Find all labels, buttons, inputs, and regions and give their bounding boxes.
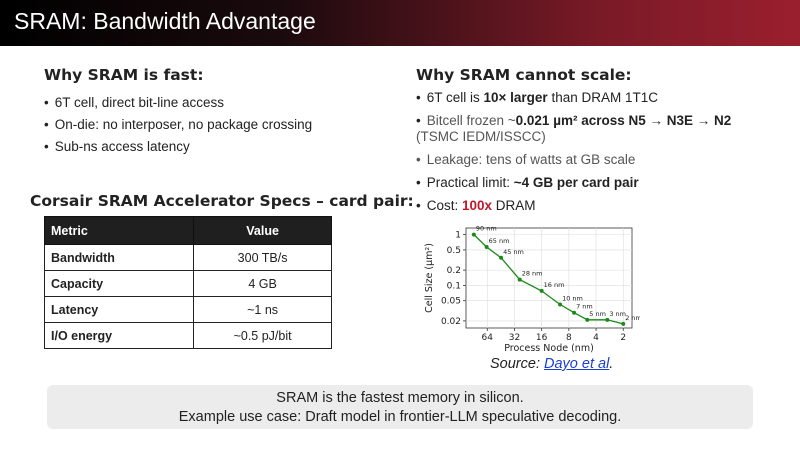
data-point [471,232,476,237]
bullet-text: than DRAM 1T1C [547,90,658,105]
x-tick-label: 32 [509,333,520,343]
specs-heading: Corsair SRAM Accelerator Specs – card pa… [30,192,414,210]
data-point [484,245,489,250]
list-item: Leakage: tens of watts at GB scale [416,152,796,168]
bullet-text: Bitcell frozen ~ [426,113,516,128]
table-header-row: Metric Value [43,216,332,245]
source-link[interactable]: Dayo et al [544,356,610,372]
point-label: 7 nm [576,303,593,311]
point-label: 90 nm [476,225,497,233]
specs-table: Metric Value Bandwidth 300 TB/s Capacity… [43,216,332,349]
bullet-text: Practical limit: [426,175,514,190]
page-title: SRAM: Bandwidth Advantage [14,8,316,34]
point-label: 2 nm [625,314,640,322]
x-tick-label: 64 [482,333,494,343]
column-header-metric: Metric [43,216,195,245]
x-axis-label: Process Node (nm) [504,343,594,354]
y-tick-label: 0.02 [441,317,461,327]
y-tick-label: 0.1 [447,281,461,291]
point-label: 16 nm [544,281,565,289]
source-prefix: Source: [490,356,544,372]
why-fast-heading: Why SRAM is fast: [44,66,204,84]
bullet-text: (TSMC IEDM/ISSCC) [416,129,546,144]
data-point [499,255,504,260]
metric-cell: I/O energy [43,322,195,349]
why-cannot-scale-list: 6T cell is 10× larger than DRAM 1T1C Bit… [416,90,796,221]
x-tick-label: 16 [536,333,548,343]
source-suffix: . [609,356,614,372]
list-item: On-die: no interposer, no package crossi… [44,114,312,136]
table-row: Latency ~1 ns [43,296,332,323]
value-cell: 4 GB [193,270,332,297]
title-bar: SRAM: Bandwidth Advantage [0,0,800,46]
chart-grid [466,228,632,328]
y-tick-label: 0.2 [447,266,461,276]
list-item: Cost: 100x DRAM [416,198,796,214]
series-line [473,234,624,325]
value-cell: 300 TB/s [193,244,332,271]
x-tick-label: 8 [566,333,572,343]
y-axis-label: Cell Size (µm²) [424,243,435,313]
data-point [572,310,577,315]
bullet-text: Cost: [426,198,462,213]
value-cell: ~1 ns [193,296,332,323]
x-axis-ticks: 64 32 16 8 4 2 [482,328,626,343]
list-item: Sub-ns access latency [44,136,312,158]
data-point [517,277,522,282]
metric-cell: Latency [43,296,195,323]
x-tick-label: 2 [620,333,626,343]
banner-line-2: Example use case: Draft model in frontie… [178,409,622,425]
point-label: 10 nm [562,295,583,303]
y-tick-label: 0.5 [447,246,461,256]
y-tick-label: 1 [455,231,461,241]
list-item: Practical limit: ~4 GB per card pair [416,175,796,191]
data-point [621,321,626,326]
column-header-value: Value [193,216,332,245]
point-label: 28 nm [522,270,543,278]
point-label: 45 nm [503,248,524,256]
banner-line-1: SRAM is the fastest memory in silicon. [276,390,524,406]
source-citation: Source: Dayo et al. [490,356,613,372]
data-point [558,302,563,307]
bullet-emphasis: ~4 GB per card pair [513,175,639,190]
cell-size-chart: 1 0.5 0.2 0.1 0.05 0.02 64 32 16 8 4 2 90 nm 65 nm 4… [424,225,640,354]
metric-cell: Capacity [43,270,195,297]
why-fast-list: 6T cell, direct bit-line access On-die: … [44,92,312,158]
bullet-emphasis: 100x [462,198,493,213]
x-tick-label: 4 [593,333,599,343]
bullet-text: 6T cell is [426,90,484,105]
list-item: 6T cell is 10× larger than DRAM 1T1C [416,90,796,106]
bullet-emphasis: 0.021 µm² across N5 → N3E → N2 [515,113,732,128]
bullet-emphasis: 10× larger [483,90,548,105]
list-item: Bitcell frozen ~0.021 µm² across N5 → N3… [416,113,796,145]
table-row: Bandwidth 300 TB/s [43,244,332,271]
point-label: 5 nm [589,310,606,318]
plot-area [465,227,633,329]
point-label: 3 nm [609,310,626,318]
data-point [585,317,590,322]
table-row: I/O energy ~0.5 pJ/bit [43,322,332,349]
list-item: 6T cell, direct bit-line access [44,92,312,114]
table-row: Capacity 4 GB [43,270,332,297]
y-tick-label: 0.05 [441,297,461,307]
metric-cell: Bandwidth [43,244,195,271]
bullet-text: DRAM [492,198,536,213]
point-label: 65 nm [489,237,510,245]
summary-banner: SRAM is the fastest memory in silicon. E… [47,385,753,429]
value-cell: ~0.5 pJ/bit [193,322,332,349]
data-point [605,317,610,322]
y-axis-ticks: 1 0.5 0.2 0.1 0.05 0.02 [441,231,466,327]
why-cannot-scale-heading: Why SRAM cannot scale: [416,66,632,84]
data-point [539,288,544,293]
